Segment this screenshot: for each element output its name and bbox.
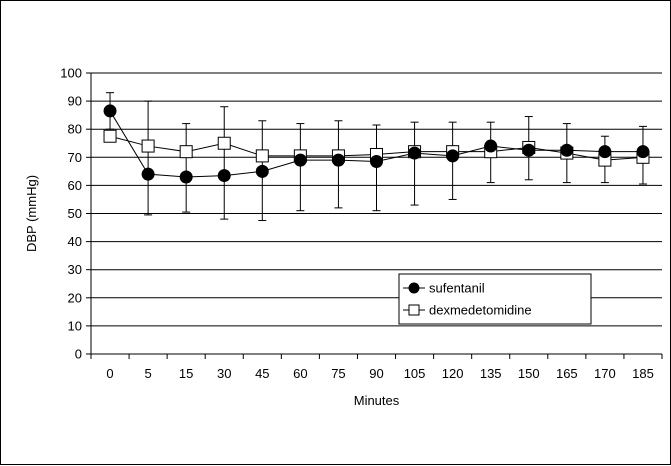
y-axis-title: DBP (mmHg)	[24, 175, 39, 252]
error-bars	[106, 92, 647, 222]
x-tick-label-75: 75	[331, 366, 345, 381]
x-tick-label-165: 165	[556, 366, 578, 381]
x-tick-label-120: 120	[442, 366, 464, 381]
x-tick-label-105: 105	[404, 366, 426, 381]
axes	[86, 72, 663, 359]
marker-sufentanil-14	[636, 145, 650, 159]
x-tick-label-15: 15	[179, 366, 193, 381]
marker-sufentanil-6	[331, 153, 345, 167]
legend-marker-sufentanil	[408, 282, 420, 294]
legend: sufentanil dexmedetomidine	[398, 273, 592, 325]
marker-sufentanil-0	[103, 104, 117, 118]
x-axis-title: Minutes	[354, 393, 400, 408]
marker-sufentanil-9	[446, 149, 460, 163]
marker-sufentanil-2	[179, 170, 193, 184]
x-tick-label-90: 90	[369, 366, 383, 381]
marker-dexmedetomidine-1	[141, 139, 155, 153]
legend-marker-dexmedetomidine	[408, 304, 420, 316]
y-tick-label-90: 90	[68, 94, 82, 109]
x-tick-label-5: 5	[144, 366, 151, 381]
y-tick-label-20: 20	[68, 290, 82, 305]
legend-box	[398, 273, 592, 325]
marker-sufentanil-10	[484, 139, 498, 153]
series-markers	[103, 104, 650, 184]
x-tick-label-30: 30	[217, 366, 231, 381]
x-tick-label-135: 135	[480, 366, 502, 381]
y-tick-label-50: 50	[68, 206, 82, 221]
y-tick-label-10: 10	[68, 318, 82, 333]
marker-dexmedetomidine-3	[217, 136, 231, 150]
x-tick-label-60: 60	[293, 366, 307, 381]
marker-sufentanil-3	[217, 169, 231, 183]
y-tick-label-100: 100	[60, 66, 82, 81]
y-tick-label-80: 80	[68, 122, 82, 137]
x-tick-label-0: 0	[106, 366, 113, 381]
marker-dexmedetomidine-4	[255, 149, 269, 163]
x-tick-label-185: 185	[632, 366, 654, 381]
y-tick-label-60: 60	[68, 178, 82, 193]
x-tick-label-170: 170	[594, 366, 616, 381]
y-tick-label-40: 40	[68, 234, 82, 249]
tick-labels: 0 10 20 30 40 50 60 70 80 90 100 0 5 15 30 45 60 75 90 105 1…	[60, 66, 654, 382]
marker-sufentanil-12	[560, 143, 574, 157]
marker-dexmedetomidine-0	[103, 129, 117, 143]
legend-label-dexmedetomidine: dexmedetomidine	[429, 303, 532, 318]
marker-sufentanil-13	[598, 145, 612, 159]
legend-label-sufentanil: sufentanil	[429, 281, 485, 296]
x-tick-label-150: 150	[518, 366, 540, 381]
x-tick-label-45: 45	[255, 366, 269, 381]
y-tick-label-70: 70	[68, 150, 82, 165]
marker-sufentanil-7	[370, 155, 383, 169]
marker-sufentanil-4	[255, 164, 269, 178]
y-tick-label-30: 30	[68, 262, 82, 277]
marker-sufentanil-5	[293, 153, 307, 167]
marker-dexmedetomidine-2	[179, 145, 193, 159]
y-tick-label-0: 0	[75, 347, 82, 362]
marker-sufentanil-1	[141, 167, 155, 181]
marker-sufentanil-8	[408, 146, 422, 160]
marker-sufentanil-11	[522, 143, 536, 157]
